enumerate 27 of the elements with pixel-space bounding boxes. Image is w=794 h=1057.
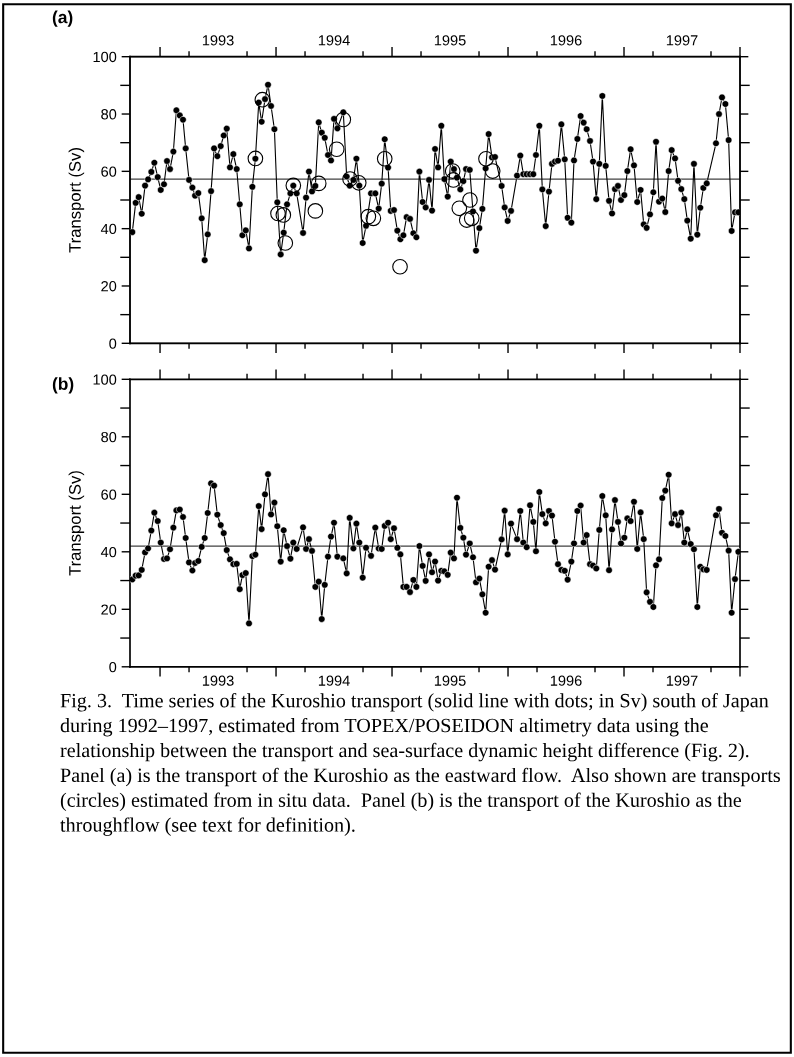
y-tick-label: 40 [100, 546, 117, 558]
x-tick-label: 1996 [550, 675, 582, 686]
y-tick-label: 20 [101, 604, 117, 615]
x-tick-label: 1994 [318, 675, 350, 686]
chart-title: (b) [52, 377, 74, 394]
y-tick-label: 100 [93, 51, 117, 63]
y-axis-title: Transport (Sv) [68, 471, 85, 576]
caption: Fig. 3. Time series of the Kuroshio transport (solid line with dots; in Sv) south of Japan during 1992–1997, estimated from TOPEX/POSEIDON altimetry data using the relationship between the transport and sea-surface dynamic height difference (Fig. 2). Panel (a) is the transport of the Kuroshio as the eastward flow. Also shown are transports (circles) estimated from in situ data. Panel (b) is the transport of the Kuroshio as the throughflow (see text for definition). [60, 693, 781, 836]
y-tick-label: 0 [109, 338, 117, 349]
x2-tick-label: 1994 [318, 35, 350, 46]
y-tick-label: 80 [101, 431, 117, 443]
y-tick-label: 40 [100, 223, 117, 235]
x2-tick-label: 1997 [666, 35, 698, 46]
y-tick-label: 20 [101, 281, 117, 292]
x2-tick-label: 1993 [202, 35, 234, 46]
y-tick-label: 0 [109, 661, 117, 673]
x-tick-label: 1993 [202, 675, 234, 686]
x-tick-label: 1997 [666, 675, 698, 686]
y-tick-label: 60 [101, 489, 117, 500]
y-tick-label: 60 [101, 166, 117, 177]
x2-tick-label: 1995 [434, 35, 466, 46]
x-tick-label: 1995 [434, 675, 466, 686]
y-tick-label: 80 [101, 109, 117, 120]
y-axis-title: Transport (Sv) [68, 148, 85, 253]
y-tick-label: 100 [93, 374, 117, 385]
chart-title: (a) [52, 10, 73, 27]
x2-tick-label: 1996 [550, 35, 582, 46]
